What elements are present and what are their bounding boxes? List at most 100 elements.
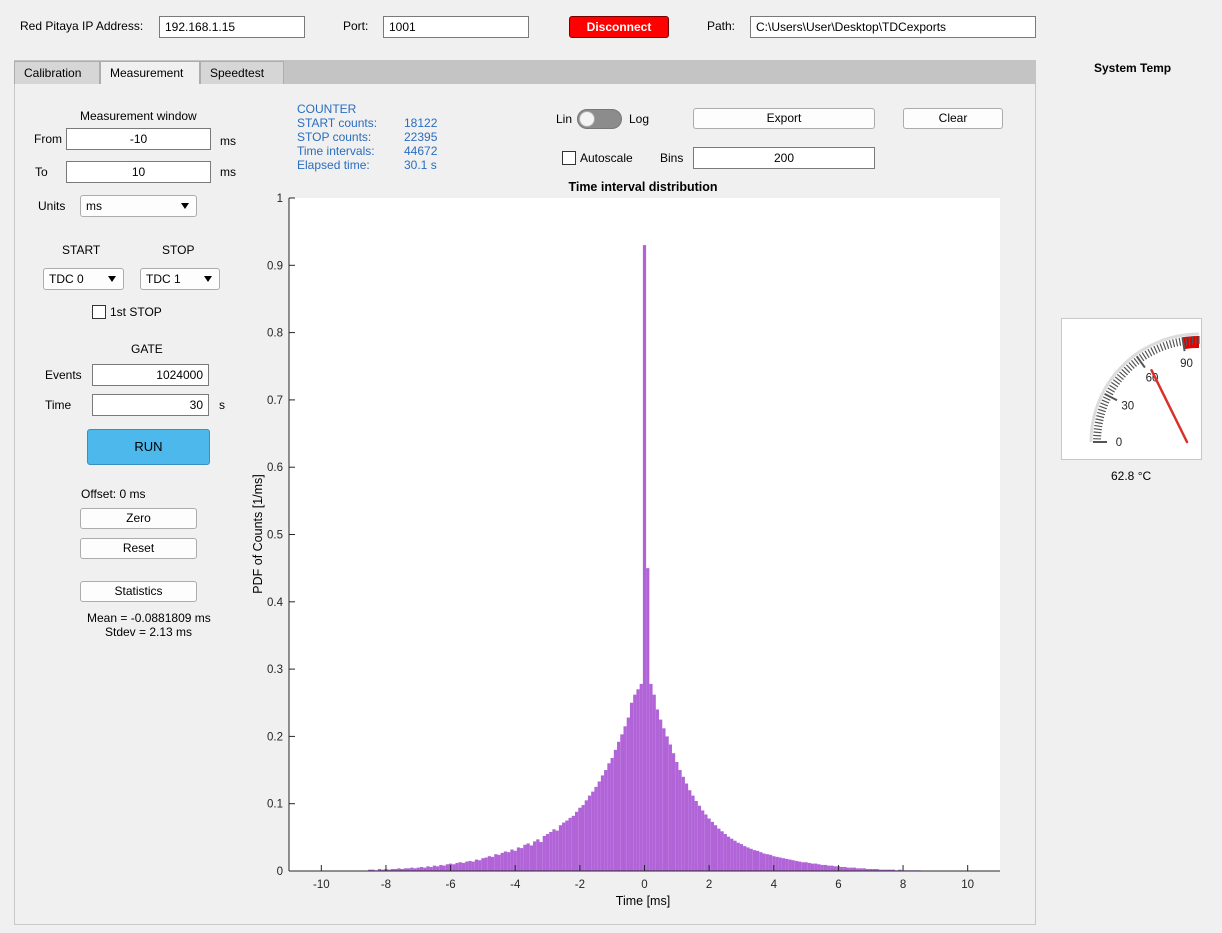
histogram-bar: [426, 866, 430, 871]
y-tick-label: 0.2: [267, 731, 283, 743]
from-input[interactable]: -10: [66, 128, 211, 150]
histogram-bar: [633, 694, 637, 871]
statistics-button[interactable]: Statistics: [80, 581, 197, 602]
histogram-bar: [668, 744, 672, 871]
histogram-bar: [371, 869, 375, 871]
histogram-bar: [536, 839, 540, 871]
from-unit: ms: [220, 134, 236, 148]
histogram-bar: [801, 862, 805, 871]
gauge-tick: [1095, 418, 1104, 422]
run-button[interactable]: RUN: [87, 429, 210, 465]
y-tick-label: 0.7: [267, 395, 283, 407]
histogram-bar: [862, 868, 866, 871]
reset-button[interactable]: Reset: [80, 538, 197, 559]
tab-speedtest[interactable]: Speedtest: [200, 61, 284, 84]
histogram-bar: [840, 866, 844, 871]
histogram-bar: [681, 776, 685, 871]
histogram-bar: [849, 867, 853, 871]
histogram-bar: [452, 864, 456, 871]
histogram-bar: [875, 868, 879, 871]
export-button[interactable]: Export: [693, 108, 875, 129]
histogram-bar: [723, 833, 727, 871]
autoscale-checkbox[interactable]: [562, 151, 576, 165]
first-stop-checkbox[interactable]: [92, 305, 106, 319]
measurement-window-title: Measurement window: [80, 109, 197, 123]
gauge-tick: [1159, 343, 1164, 352]
ip-address-input[interactable]: 192.168.1.15: [159, 16, 305, 38]
tab-calibration[interactable]: Calibration: [14, 61, 100, 84]
histogram-bar: [487, 856, 491, 871]
events-input[interactable]: 1024000: [92, 364, 209, 386]
histogram-bar: [888, 869, 892, 871]
start-channel-dropdown[interactable]: TDC 0: [43, 268, 124, 290]
y-tick-label: 0.5: [267, 530, 283, 542]
histogram-bar: [484, 857, 488, 871]
path-input[interactable]: C:\Users\User\Desktop\TDCexports: [750, 16, 1036, 38]
histogram-bar: [817, 864, 821, 871]
histogram-bar: [652, 694, 656, 871]
to-input[interactable]: 10: [66, 161, 211, 183]
histogram-bar: [387, 869, 391, 871]
histogram-bar: [513, 850, 517, 871]
histogram-bar: [804, 862, 808, 871]
histogram-bar: [436, 866, 440, 871]
histogram-bar: [626, 717, 630, 871]
disconnect-button[interactable]: Disconnect: [569, 16, 669, 38]
bins-input[interactable]: 200: [693, 147, 875, 169]
autoscale-label: Autoscale: [580, 151, 633, 165]
histogram-bar: [429, 866, 433, 871]
start-label: START: [62, 243, 101, 257]
histogram-bar: [898, 869, 902, 871]
gauge-tick: [1097, 411, 1106, 416]
gauge-needle: [1150, 369, 1189, 444]
gauge-tick: [1141, 352, 1147, 360]
gauge-tick: [1107, 387, 1115, 393]
lin-log-switch[interactable]: [577, 109, 622, 129]
gauge-tick: [1126, 364, 1133, 371]
histogram-bar: [558, 825, 563, 871]
x-axis-label: Time [ms]: [616, 894, 670, 908]
switch-knob: [579, 111, 595, 127]
histogram-bar: [607, 763, 611, 871]
x-tick-label: -4: [510, 879, 521, 891]
histogram-bar: [494, 854, 498, 871]
gauge-tick: [1138, 353, 1145, 362]
gauge-tick: [1123, 366, 1131, 374]
gauge-tick: [1114, 376, 1122, 383]
gauge-tick: [1112, 379, 1121, 385]
histogram-bar: [529, 845, 534, 871]
histogram-bar: [823, 864, 828, 871]
units-dropdown[interactable]: ms: [80, 195, 197, 217]
gauge-tick: [1172, 339, 1176, 348]
histogram-bar: [713, 825, 718, 871]
histogram-bar: [814, 863, 818, 871]
histogram-bar: [578, 807, 582, 871]
histogram-bar: [743, 846, 747, 871]
time-unit: s: [219, 398, 225, 412]
gauge-frame: [1061, 318, 1202, 460]
stop-channel-dropdown[interactable]: TDC 1: [140, 268, 220, 290]
histogram-bar: [891, 869, 895, 871]
histogram-bar: [403, 868, 407, 871]
gate-label: GATE: [131, 342, 163, 356]
gauge-tick-label: 0: [1116, 437, 1122, 449]
gauge-tick: [1165, 341, 1170, 349]
ip-address-label: Red Pitaya IP Address:: [20, 19, 144, 33]
zero-button[interactable]: Zero: [80, 508, 197, 529]
histogram-bar: [684, 783, 689, 871]
tab-measurement[interactable]: Measurement: [100, 61, 200, 85]
histogram-bar: [720, 831, 724, 871]
port-input[interactable]: 1001: [383, 16, 529, 38]
gauge-tick: [1121, 369, 1128, 376]
y-tick-label: 0.3: [267, 664, 283, 676]
gauge-tick: [1144, 350, 1150, 358]
time-input[interactable]: 30: [92, 394, 209, 416]
clear-button[interactable]: Clear: [903, 108, 1003, 129]
histogram-bar: [739, 844, 744, 871]
counter-title: COUNTER: [297, 102, 357, 116]
histogram-bar: [400, 868, 404, 871]
histogram-bar: [594, 786, 598, 871]
histogram-bar: [759, 852, 763, 871]
histogram-bar: [397, 868, 401, 871]
gauge-tick: [1100, 402, 1109, 407]
